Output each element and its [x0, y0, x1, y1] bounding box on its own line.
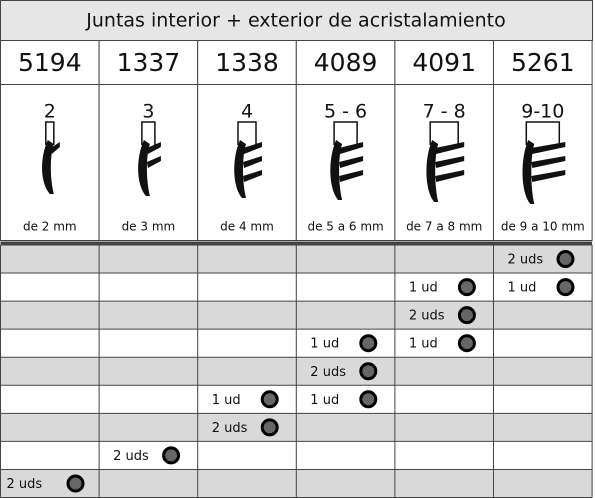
quantity-label: 2 uds	[310, 365, 346, 380]
quantity-label: 1 ud	[409, 281, 438, 296]
quantity-indicator	[359, 362, 378, 381]
quantity-indicator	[260, 418, 279, 437]
gasket-fin	[339, 156, 364, 168]
gap-label: 4	[241, 101, 253, 123]
quantity-label: 2 uds	[7, 477, 43, 492]
gap-label: 2	[44, 101, 56, 123]
gasket-profile	[426, 140, 439, 202]
quantity-indicator	[556, 278, 575, 297]
size-caption: de 4 mm	[220, 220, 274, 234]
quantity-indicator	[457, 334, 476, 353]
product-code: 1337	[117, 48, 181, 77]
size-caption: de 3 mm	[122, 220, 176, 234]
quantity-label: 1 ud	[212, 393, 241, 408]
quantity-indicator	[457, 306, 476, 325]
gasket-fin	[531, 156, 566, 168]
gap-bracket	[237, 121, 257, 145]
product-code: 4089	[314, 48, 378, 77]
table-title: Juntas interior + exterior de acristalam…	[85, 10, 505, 32]
size-caption: de 9 a 10 mm	[501, 220, 585, 234]
gap-label: 3	[142, 101, 154, 123]
gasket-fin	[339, 170, 364, 182]
title-bar	[0, 0, 593, 41]
quantity-label: 2 uds	[212, 421, 248, 436]
quantity-label: 1 ud	[409, 337, 438, 352]
gasket-profile	[234, 140, 246, 198]
code-cell	[394, 40, 494, 85]
gap-label: 7 - 8	[423, 101, 466, 123]
quantity-indicator	[359, 390, 378, 409]
product-code: 4091	[412, 48, 476, 77]
gasket-fin	[435, 142, 465, 154]
gasket-fin	[435, 156, 465, 168]
gasket-fin	[339, 142, 364, 154]
size-caption: de 2 mm	[23, 220, 77, 234]
gasket-fin	[146, 156, 161, 168]
quantity-label: 2 uds	[508, 253, 544, 268]
gasket-fin	[531, 170, 566, 182]
code-cell	[197, 40, 297, 85]
gasket-fin	[243, 142, 262, 154]
quantity-indicator	[260, 390, 279, 409]
gasket-profile	[138, 140, 150, 196]
gasket-fin	[243, 156, 262, 168]
product-code: 5261	[511, 48, 575, 77]
gap-bracket	[525, 121, 561, 145]
quantity-label: 2 uds	[113, 449, 149, 464]
size-caption: de 7 a 8 mm	[406, 220, 482, 234]
size-caption: de 5 a 6 mm	[307, 220, 383, 234]
code-cell	[295, 40, 396, 85]
quantity-label: 1 ud	[310, 337, 339, 352]
gasket-profile	[330, 140, 343, 200]
gap-bracket	[141, 121, 156, 145]
gap-bracket	[429, 121, 459, 145]
quantity-indicator	[457, 278, 476, 297]
gasket-fin	[435, 170, 465, 182]
quantity-label: 2 uds	[409, 309, 445, 324]
product-code: 1338	[215, 48, 279, 77]
gasket-fin	[531, 142, 566, 154]
code-cell	[493, 40, 593, 85]
quantity-indicator	[66, 474, 85, 493]
gap-bracket	[45, 121, 55, 145]
code-cell	[98, 40, 199, 85]
quantity-label: 1 ud	[508, 281, 537, 296]
gasket-profile	[42, 140, 54, 194]
quantity-label: 1 ud	[310, 393, 339, 408]
gap-label: 5 - 6	[324, 101, 367, 123]
gap-bracket	[333, 121, 358, 145]
gasket-fin	[146, 142, 161, 154]
quantity-indicator	[162, 446, 181, 465]
quantity-indicator	[556, 250, 575, 269]
gap-label: 9-10	[521, 101, 564, 123]
gasket-fin	[243, 170, 262, 182]
quantity-indicator	[359, 334, 378, 353]
gasket-profile	[522, 140, 535, 204]
gasket-fin	[50, 142, 60, 154]
product-code: 5194	[18, 48, 82, 77]
